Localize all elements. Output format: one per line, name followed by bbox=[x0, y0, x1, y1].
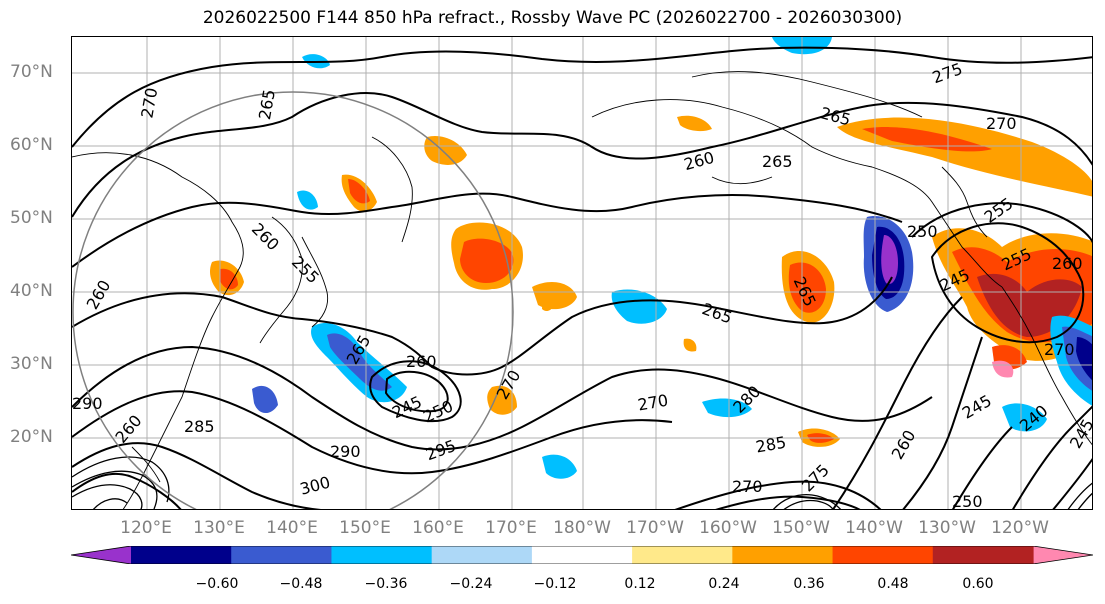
contour-label: 250 bbox=[907, 222, 938, 241]
colorbar-segment bbox=[531, 546, 633, 564]
contour-label: 260 bbox=[1052, 254, 1083, 273]
colorbar-tick-label: 0.12 bbox=[624, 576, 656, 592]
contour-label: 260 bbox=[888, 427, 920, 463]
contour-label: 270 bbox=[986, 114, 1017, 133]
colorbar-segment bbox=[632, 546, 733, 564]
lon-label-170e: 170°E bbox=[485, 518, 537, 538]
contour-label: 290 bbox=[330, 442, 361, 461]
colorbar-segment bbox=[231, 546, 333, 564]
contour-label: 260 bbox=[111, 411, 145, 447]
lat-label-20n: 20°N bbox=[10, 427, 53, 447]
contour-label: 275 bbox=[798, 460, 833, 495]
contour-label: 255 bbox=[981, 194, 1017, 227]
lon-label-170w: 170°W bbox=[626, 518, 684, 538]
contour-label: 270 bbox=[636, 391, 669, 415]
contour-lines bbox=[72, 46, 1092, 509]
lon-label-140e: 140°E bbox=[266, 518, 318, 538]
lon-label-160w: 160°W bbox=[699, 518, 757, 538]
colorbar-segments bbox=[71, 546, 1093, 564]
colorbar-tick-label: 0.60 bbox=[962, 576, 994, 592]
lon-label-160e: 160°E bbox=[412, 518, 464, 538]
lat-label-70n: 70°N bbox=[10, 62, 53, 82]
contour-label: 285 bbox=[184, 417, 215, 436]
contour-label: 260 bbox=[406, 352, 437, 371]
contour-label: 265 bbox=[762, 152, 793, 171]
colorbar-segment bbox=[431, 546, 533, 564]
contour-label: 290 bbox=[72, 394, 103, 413]
colorbar-segment bbox=[331, 546, 433, 564]
lon-label-120e: 120°E bbox=[120, 518, 172, 538]
negative-anomaly-regions bbox=[252, 37, 1092, 479]
colorbar-extend-high bbox=[1033, 546, 1093, 564]
lon-label-150e: 150°E bbox=[339, 518, 391, 538]
contour-label: 250 bbox=[420, 396, 456, 426]
colorbar-segment bbox=[131, 546, 232, 564]
colorbar-tick-label: 0.48 bbox=[877, 576, 909, 592]
contour-label: 295 bbox=[423, 436, 458, 464]
lon-label-140w: 140°W bbox=[845, 518, 903, 538]
map-title: 2026022500 F144 850 hPa refract., Rossby… bbox=[202, 8, 903, 28]
contour-label: 250 bbox=[952, 492, 983, 510]
contour-label: 285 bbox=[754, 433, 787, 457]
colorbar-segment bbox=[732, 546, 834, 564]
lat-label-40n: 40°N bbox=[10, 281, 53, 301]
lon-label-150w: 150°W bbox=[772, 518, 830, 538]
graticule bbox=[72, 37, 1092, 509]
colorbar-tick-label: −0.24 bbox=[449, 576, 493, 592]
lon-label-130w: 130°W bbox=[918, 518, 976, 538]
lat-label-60n: 60°N bbox=[10, 135, 53, 155]
contour-label: 260 bbox=[248, 219, 283, 254]
contour-label: 270 bbox=[137, 86, 161, 119]
colorbar-segment bbox=[932, 546, 1034, 564]
colorbar-tick-label: 0.24 bbox=[708, 576, 740, 592]
lon-label-130e: 130°E bbox=[193, 518, 245, 538]
colorbar-extend-low bbox=[71, 546, 131, 564]
contour-label: 265 bbox=[818, 103, 852, 129]
colorbar-tick-label: −0.48 bbox=[279, 576, 323, 592]
colorbar-tick-label: 0.36 bbox=[793, 576, 825, 592]
contour-label: 270 bbox=[732, 477, 763, 496]
contour-label: 245 bbox=[1066, 416, 1093, 452]
contour-label: 265 bbox=[255, 88, 279, 121]
map-svg: 270 265 275 265 270 260 265 255 260 255 … bbox=[72, 37, 1093, 510]
lon-label-120w: 120°W bbox=[991, 518, 1049, 538]
contour-label: 275 bbox=[930, 59, 965, 87]
dense-contours bbox=[72, 456, 1092, 509]
contour-label: 270 bbox=[1044, 340, 1075, 359]
contour-label: 245 bbox=[959, 391, 995, 423]
colorbar-tick-label: −0.12 bbox=[533, 576, 577, 592]
map-panel: 270 265 275 265 270 260 265 255 260 255 … bbox=[71, 36, 1093, 510]
colorbar bbox=[71, 546, 1093, 564]
great-circle-ring bbox=[72, 91, 514, 509]
lat-label-30n: 30°N bbox=[10, 354, 53, 374]
colorbar-tick-label: −0.60 bbox=[195, 576, 239, 592]
lon-label-180w: 180°W bbox=[553, 518, 611, 538]
lat-label-50n: 50°N bbox=[10, 208, 53, 228]
shaded-anomaly-regions bbox=[210, 37, 1092, 479]
contour-label: 300 bbox=[298, 473, 332, 499]
colorbar-segment bbox=[832, 546, 934, 564]
colorbar-tick-label: −0.36 bbox=[364, 576, 408, 592]
